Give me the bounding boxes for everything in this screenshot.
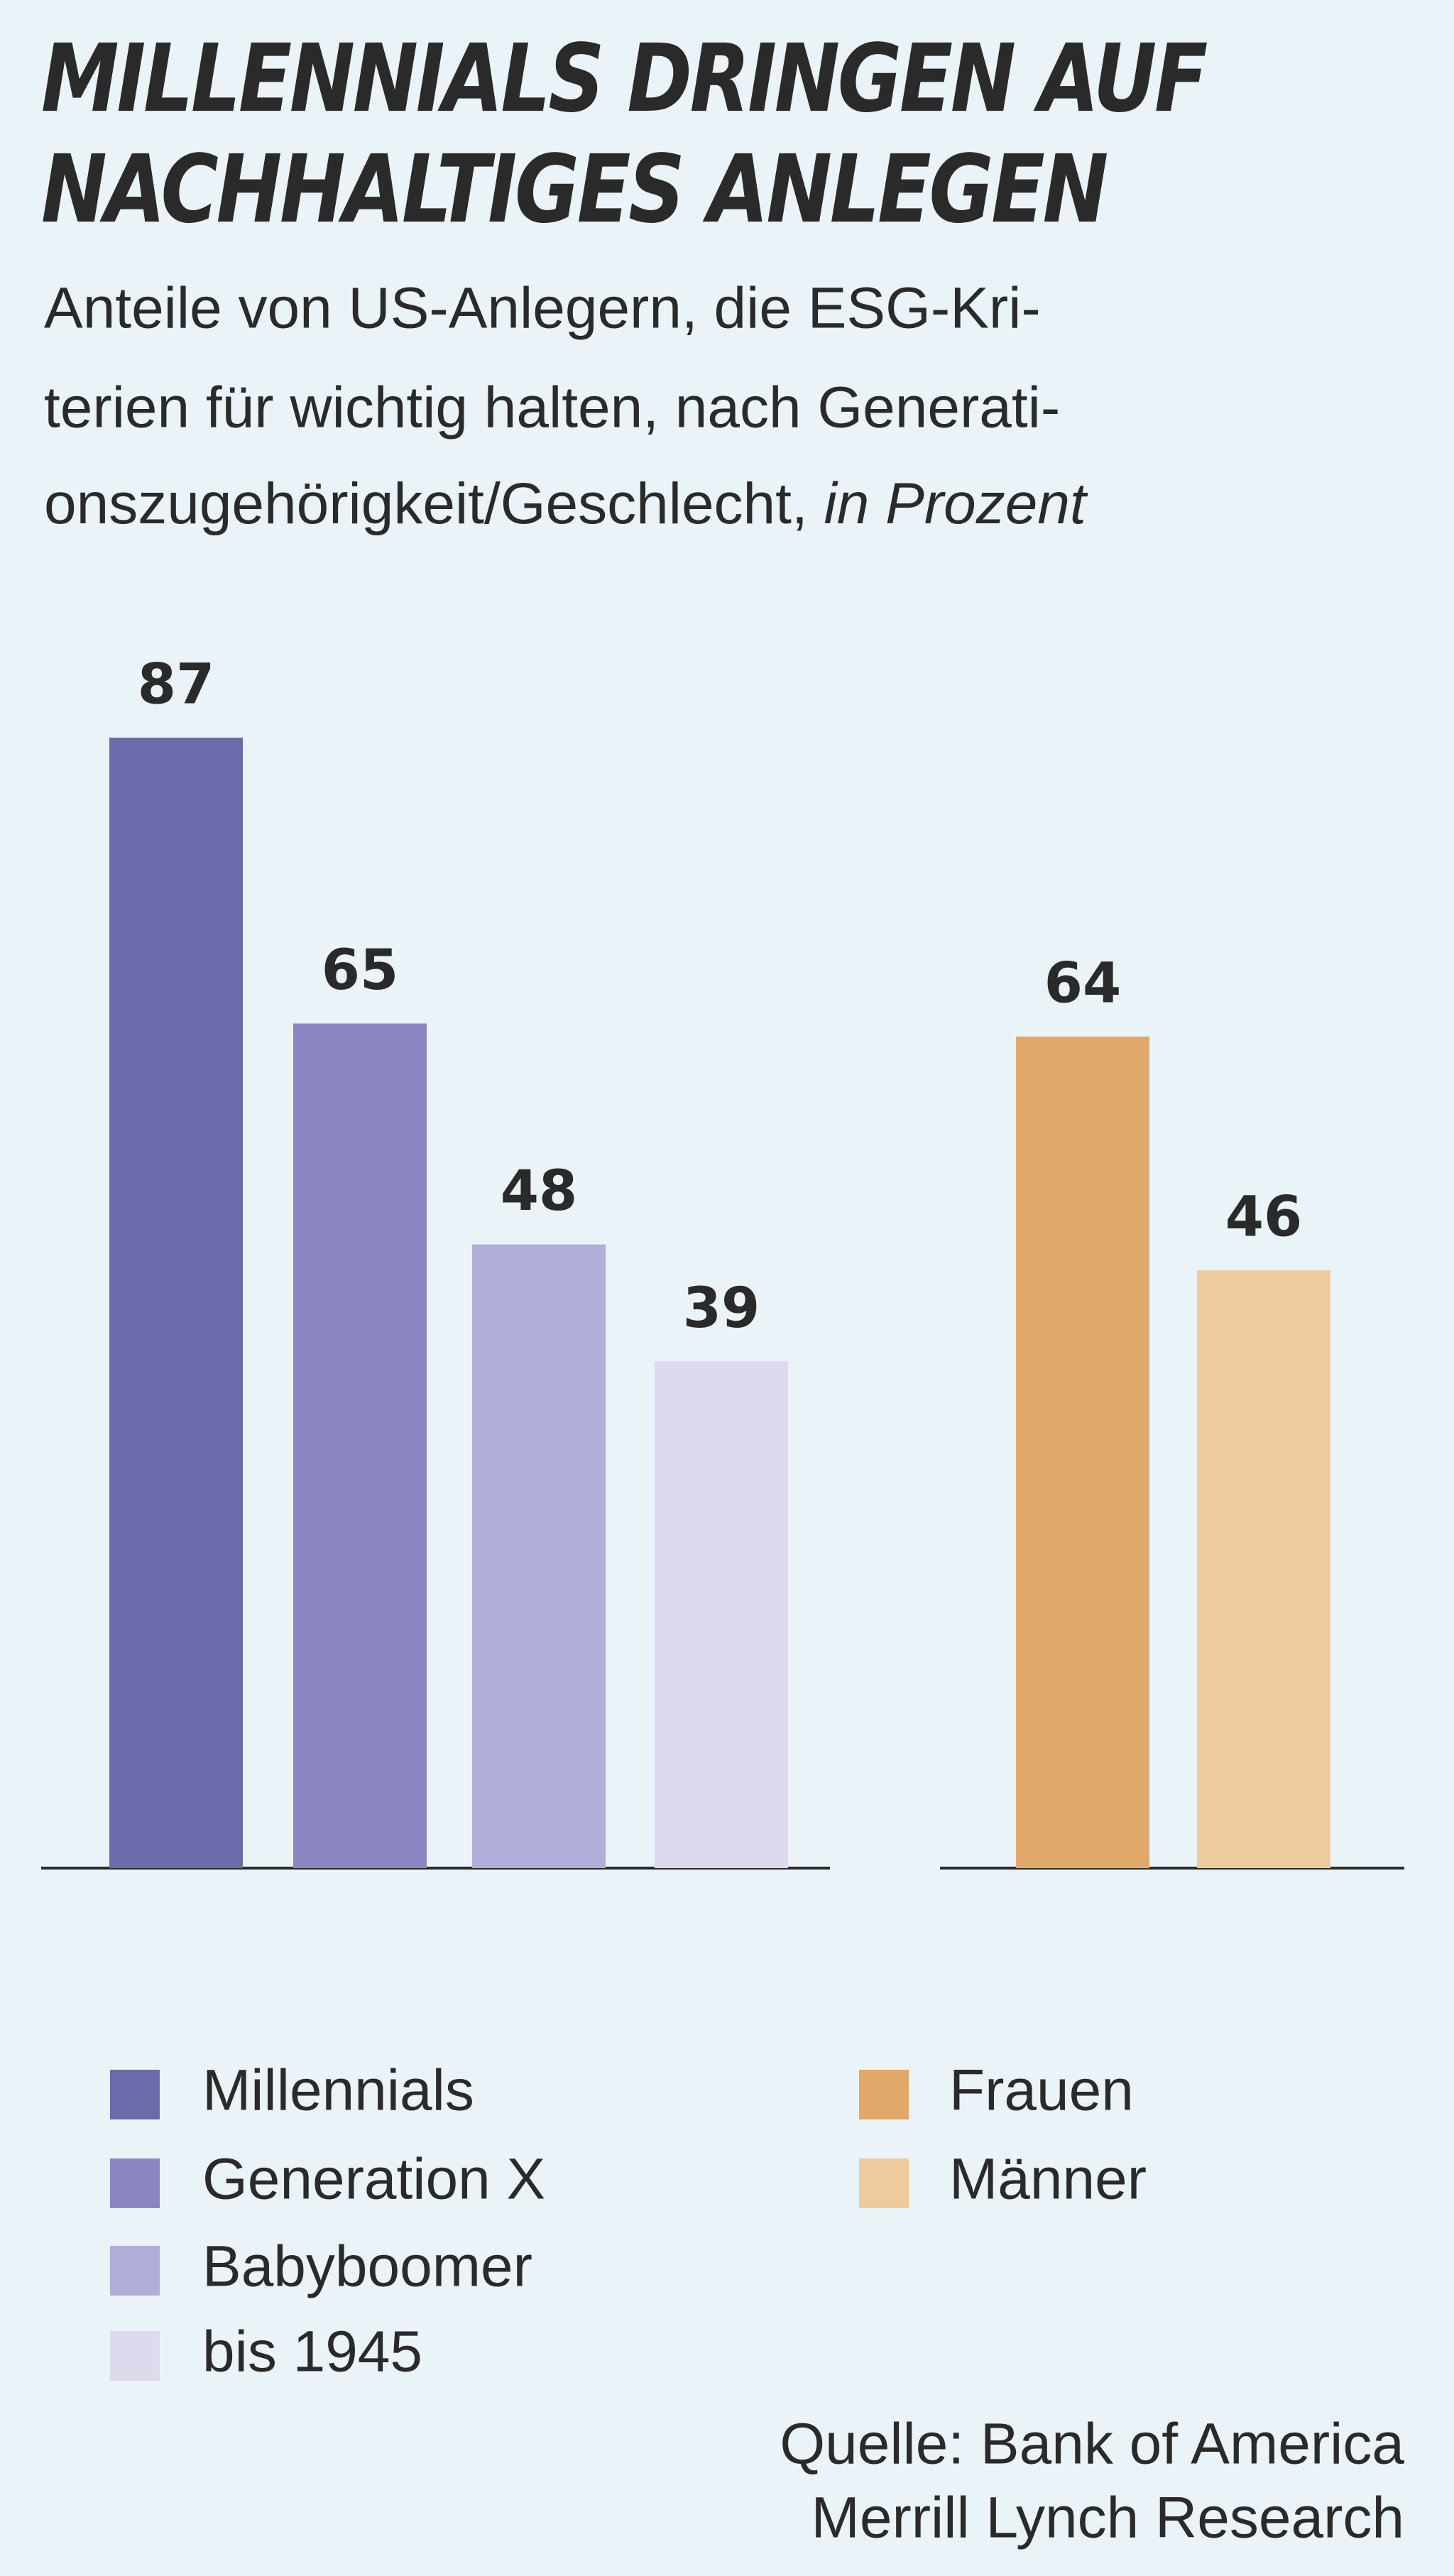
bar [472,1244,606,1868]
bar [109,737,243,1868]
chart-title: NACHHALTIGES ANLEGEN [41,135,1107,244]
bar [655,1361,788,1868]
legend-swatch [110,2331,160,2381]
legend-label: Millennials [202,2058,474,2123]
chart-title: MILLENNIALS DRINGEN AUF [41,24,1207,133]
value-label: 48 [501,1159,578,1223]
legend-label: Männer [949,2147,1147,2212]
subtitle: onszugehörigkeit/Geschlecht, in Prozent [44,471,1088,536]
legend-swatch [110,2246,160,2296]
subtitle: onszugehörigkeit/Geschlecht, [44,471,808,536]
bar [1016,1036,1149,1868]
bar [1197,1270,1330,1868]
legend-swatch [110,2070,160,2119]
subtitle-unit: in Prozent [824,471,1088,536]
legend-swatch [110,2159,160,2208]
legend-label: Frauen [949,2058,1134,2123]
legend-swatch [859,2070,909,2119]
legend-swatch [859,2159,909,2208]
value-label: 87 [138,653,215,716]
value-label: 65 [322,939,399,1003]
source: Quelle: Bank of America [780,2412,1404,2477]
bar [293,1023,427,1868]
value-label: 46 [1225,1186,1303,1250]
legend-label: Babyboomer [202,2234,532,2299]
source: Merrill Lynch Research [811,2486,1404,2550]
value-label: 39 [683,1277,760,1341]
subtitle: terien für wichtig halten, nach Generati… [44,376,1060,440]
subtitle: Anteile von US-Anlegern, die ESG-Kri- [44,276,1041,341]
legend-label: bis 1945 [202,2320,422,2384]
value-label: 64 [1044,951,1122,1015]
legend-label: Generation X [202,2147,545,2212]
